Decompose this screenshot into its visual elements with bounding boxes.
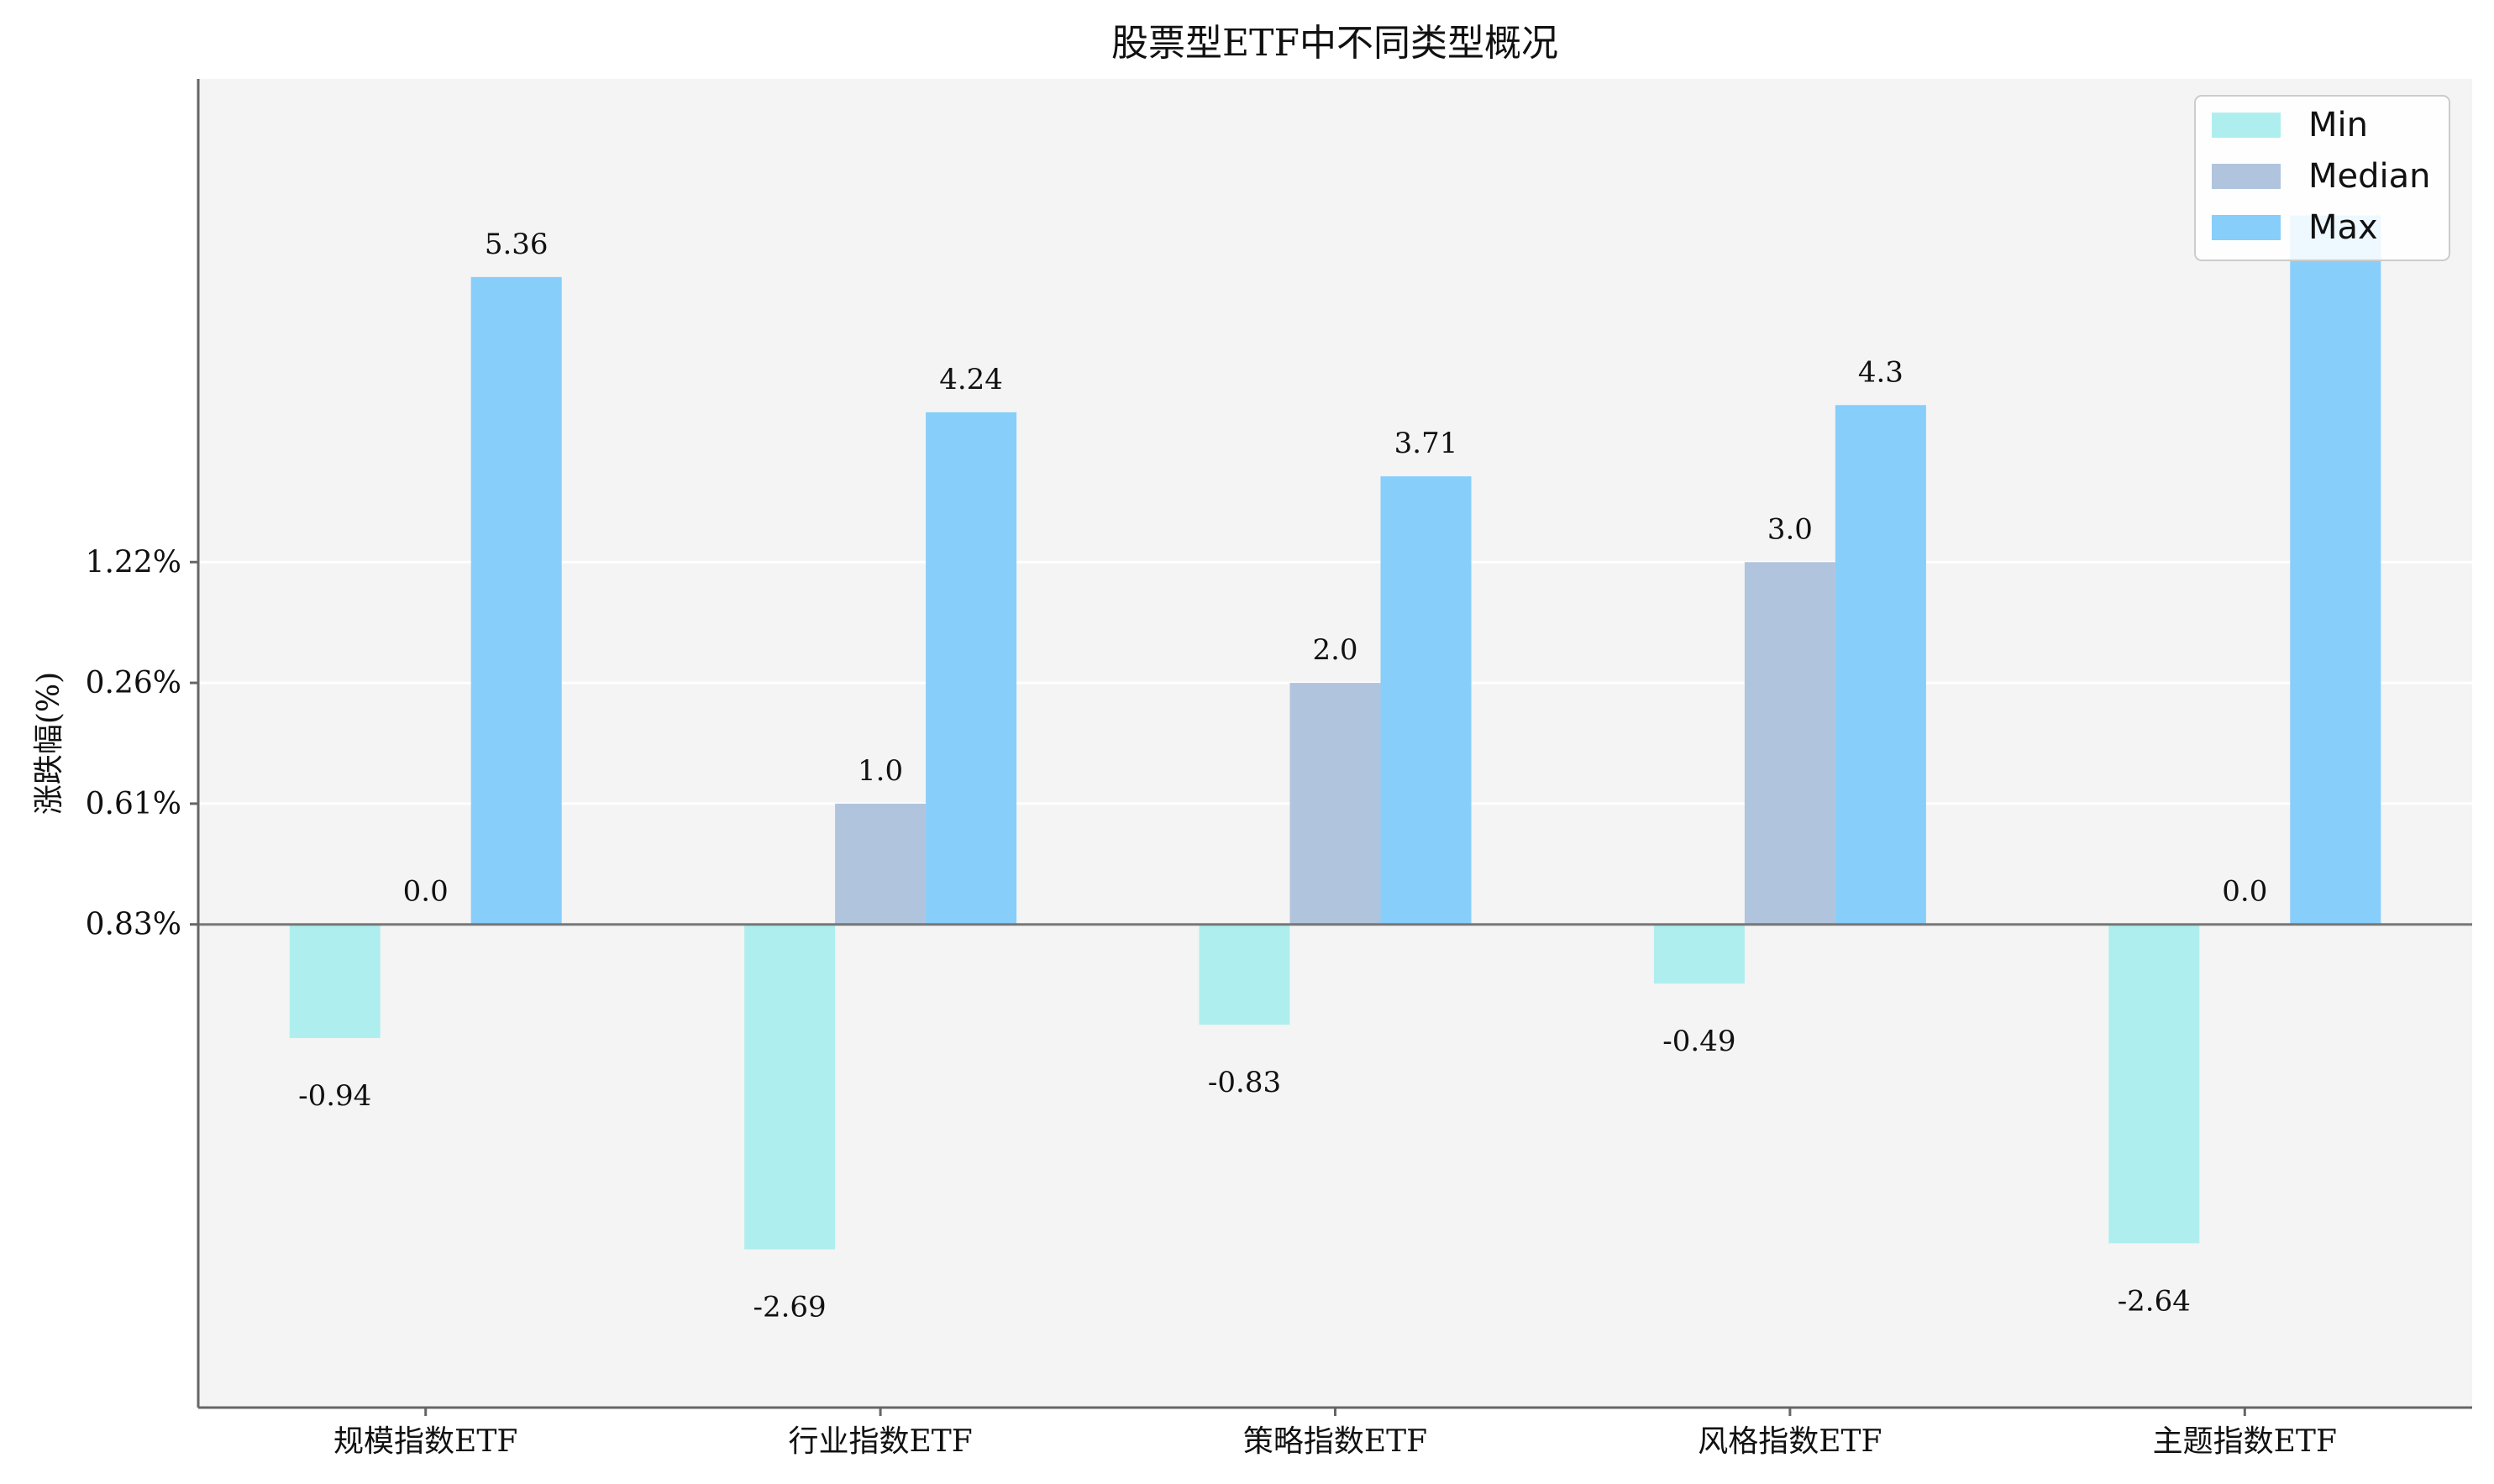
y-axis-label: 涨跌幅(%): [32, 672, 66, 815]
legend-label-min: Min: [2308, 106, 2368, 144]
data-label: -0.94: [298, 1079, 371, 1113]
data-label: -0.49: [1662, 1025, 1735, 1058]
legend-label-max: Max: [2308, 208, 2378, 247]
x-tick-label: 主题指数ETF: [2153, 1424, 2337, 1459]
data-label: 0.0: [2222, 875, 2267, 909]
bar-min: [1653, 924, 1745, 984]
chart-title: 股票型ETF中不同类型概况: [1111, 22, 1558, 65]
bar-min: [744, 924, 836, 1250]
bar-max: [1380, 476, 1472, 925]
data-label: 5.36: [485, 228, 549, 261]
data-label: -0.83: [1208, 1066, 1281, 1099]
legend-swatch-min: [2212, 113, 2281, 138]
bar-max: [2290, 215, 2381, 925]
legend-label-median: Median: [2308, 157, 2431, 196]
data-label: 4.3: [1858, 355, 1903, 389]
data-label: 0.0: [403, 875, 449, 909]
bar-max: [470, 276, 562, 925]
y-tick-label: 0.83%: [86, 908, 181, 942]
bar-max: [926, 412, 1017, 925]
x-ticks: 规模指数ETF 行业指数ETF 策略指数ETF 风格指数ETF 主题指数ETF: [333, 1408, 2337, 1459]
legend-swatch-median: [2212, 164, 2281, 189]
data-label: -2.69: [753, 1291, 826, 1324]
legend-swatch-max: [2212, 215, 2281, 240]
data-label: -2.64: [2118, 1284, 2191, 1318]
y-ticks: 0.83% 0.61% 0.26% 1.22%: [86, 545, 198, 942]
bar-median: [835, 803, 927, 925]
bar-max: [1835, 405, 1926, 925]
bar-median: [1289, 683, 1381, 925]
bar-min: [289, 924, 381, 1038]
bar-min: [2108, 924, 2200, 1244]
data-label: 4.24: [939, 363, 1003, 396]
x-tick-label: 风格指数ETF: [1698, 1424, 1882, 1459]
bars: [289, 215, 2381, 1250]
bar-median: [1744, 562, 1835, 925]
data-label: 2.0: [1312, 633, 1357, 667]
data-label: 3.0: [1767, 512, 1813, 546]
x-tick-label: 规模指数ETF: [333, 1424, 517, 1459]
y-tick-label: 1.22%: [86, 545, 181, 579]
value-labels: -0.94 0.0 5.36 -2.69 1.0 4.24 -0.83 2.0 3.71 -0.4…: [298, 228, 2267, 1324]
y-tick-label: 0.26%: [86, 666, 181, 700]
data-label: 3.71: [1394, 427, 1458, 460]
x-tick-label: 行业指数ETF: [788, 1424, 972, 1459]
x-tick-label: 策略指数ETF: [1243, 1424, 1427, 1459]
y-tick-label: 0.61%: [86, 787, 181, 821]
legend: Min Median Max: [2194, 95, 2450, 261]
data-label: 1.0: [858, 754, 903, 788]
bar-min: [1199, 924, 1290, 1025]
